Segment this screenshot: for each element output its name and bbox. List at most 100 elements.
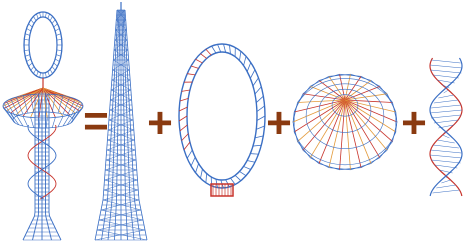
member	[27, 59, 31, 62]
member	[48, 71, 50, 76]
member	[444, 90, 449, 93]
member	[52, 117, 55, 127]
helix-structure	[430, 58, 462, 196]
member	[319, 89, 371, 132]
member	[345, 100, 393, 142]
member	[441, 180, 450, 183]
member	[224, 44, 226, 52]
member	[40, 73, 41, 78]
member	[244, 56, 246, 65]
member	[180, 125, 187, 131]
member	[244, 166, 251, 169]
member	[255, 136, 263, 138]
member	[310, 100, 345, 158]
member	[303, 80, 319, 93]
member	[235, 175, 241, 180]
member	[436, 185, 455, 188]
member	[57, 39, 62, 40]
member	[435, 165, 458, 168]
member	[196, 59, 203, 63]
member	[430, 110, 462, 113]
member	[250, 154, 258, 155]
member	[247, 160, 255, 162]
member	[191, 66, 199, 68]
member	[24, 50, 29, 51]
member	[240, 51, 241, 60]
member	[443, 135, 450, 138]
member	[37, 71, 39, 76]
member	[293, 78, 397, 164]
member	[437, 140, 454, 143]
member	[431, 70, 462, 73]
member	[184, 142, 190, 150]
member	[31, 117, 34, 127]
member	[256, 96, 263, 103]
member	[48, 14, 50, 19]
plus-sign: +	[266, 99, 292, 148]
member	[46, 118, 47, 128]
equals-sign: =	[83, 97, 109, 146]
member	[28, 24, 32, 27]
member	[430, 155, 462, 158]
member	[431, 105, 461, 108]
member	[31, 66, 34, 70]
member	[431, 150, 462, 153]
member	[255, 87, 261, 94]
member	[218, 44, 221, 52]
member	[182, 134, 189, 141]
member	[45, 73, 46, 78]
ring-structure	[179, 44, 265, 196]
member	[25, 34, 30, 36]
member	[180, 98, 188, 101]
member	[29, 17, 57, 73]
member	[303, 94, 345, 100]
member	[23, 116, 28, 127]
member	[253, 145, 261, 146]
member	[25, 55, 30, 57]
member	[182, 90, 190, 91]
member	[345, 100, 380, 158]
member	[187, 52, 257, 180]
member	[206, 49, 211, 55]
member	[239, 171, 246, 175]
member	[201, 169, 203, 178]
member	[50, 69, 53, 73]
member	[432, 190, 459, 193]
member	[256, 126, 264, 129]
member	[253, 78, 259, 86]
member	[55, 29, 59, 32]
member	[57, 50, 62, 51]
member	[55, 59, 59, 62]
dome-structure	[293, 74, 397, 169]
member	[39, 118, 40, 128]
member	[345, 86, 380, 100]
member	[433, 145, 459, 148]
member	[257, 116, 265, 120]
member	[438, 95, 453, 98]
member	[58, 116, 63, 127]
member	[434, 120, 458, 123]
member	[45, 13, 46, 18]
member	[297, 100, 345, 142]
member	[179, 107, 187, 111]
member	[201, 54, 207, 59]
member	[196, 164, 199, 173]
member	[50, 16, 53, 20]
member	[430, 65, 462, 68]
member	[37, 14, 39, 19]
member	[49, 92, 61, 240]
composite-structure	[3, 12, 83, 240]
member	[40, 13, 41, 18]
member	[392, 122, 397, 142]
member	[250, 70, 255, 79]
member	[371, 80, 387, 93]
member	[191, 157, 195, 166]
member	[430, 58, 462, 196]
member	[56, 34, 61, 36]
member	[34, 69, 37, 73]
member	[24, 39, 29, 40]
member	[345, 94, 387, 100]
member	[187, 74, 195, 75]
member	[179, 44, 265, 188]
member	[434, 100, 458, 103]
